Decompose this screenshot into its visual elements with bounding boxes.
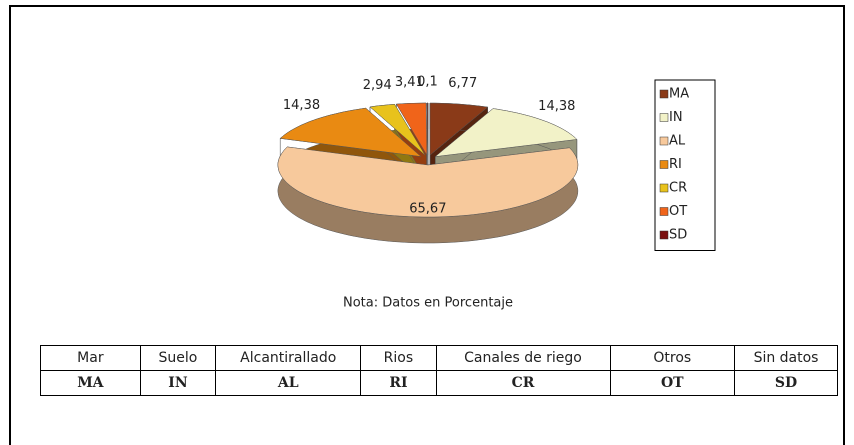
annotation: Nota: Datos en Porcentaje — [343, 296, 513, 311]
data-label: 0,1 — [417, 75, 438, 90]
data-label: 14,38 — [283, 98, 320, 113]
legend-swatch — [659, 207, 669, 216]
slice — [426, 102, 429, 156]
legend-label: AL — [669, 134, 686, 149]
table-cell: Alcantirallado — [215, 345, 362, 371]
legend-swatch — [659, 183, 669, 193]
slice — [429, 102, 489, 156]
legend-label: SD — [669, 228, 687, 243]
table-cell: IN — [139, 370, 217, 396]
table-cell: RI — [360, 370, 437, 396]
table-cell: CR — [435, 370, 611, 396]
slice — [369, 104, 426, 156]
page: {"chart_data": {"type": "pie", "categori… — [9, 5, 845, 445]
legend-swatch — [659, 113, 669, 122]
table-cell: Canales de riego — [435, 345, 611, 371]
slice — [434, 108, 578, 157]
table-cell: Sin datos — [734, 345, 838, 371]
table-cell: Mar — [40, 345, 141, 371]
slice — [395, 102, 428, 156]
header-row: Mar Suelo Alcantirallado Rios Canales de rie… — [40, 345, 838, 371]
data-label: 14,38 — [538, 99, 575, 114]
legend-label: RI — [669, 157, 682, 172]
table-cell: Otros — [609, 345, 736, 371]
table-cell: AL — [215, 370, 362, 396]
legend-label: OT — [669, 204, 687, 219]
legend-label: CR — [669, 181, 687, 196]
table-cell: Suelo — [139, 345, 217, 371]
slice — [279, 107, 422, 157]
data-label: 65,67 — [409, 201, 446, 216]
legend-swatch — [659, 160, 669, 169]
table-cell: MA — [40, 370, 141, 396]
legend-swatch — [659, 136, 669, 146]
data-label: 2,94 — [363, 78, 392, 93]
slice — [277, 146, 579, 218]
chart: Nota: Datos en Porcentaje 6,77 14,38 65,67… — [277, 75, 716, 311]
table-cell: SD — [734, 370, 838, 396]
legend-swatch — [659, 230, 669, 240]
legend-label: IN — [669, 110, 683, 125]
code-row: MA IN AL RI CR OT SD — [40, 370, 838, 396]
frame — [9, 5, 845, 445]
legend-label: MA — [669, 87, 689, 102]
data-label: 3,41 — [395, 75, 424, 90]
legend-swatch — [659, 89, 669, 99]
table-cell: OT — [609, 370, 736, 396]
data-label: 6,77 — [448, 76, 477, 91]
legend-table: Mar Suelo Alcantirallado Rios Canales de rie… — [40, 345, 838, 396]
table-cell: Rios — [360, 345, 437, 371]
